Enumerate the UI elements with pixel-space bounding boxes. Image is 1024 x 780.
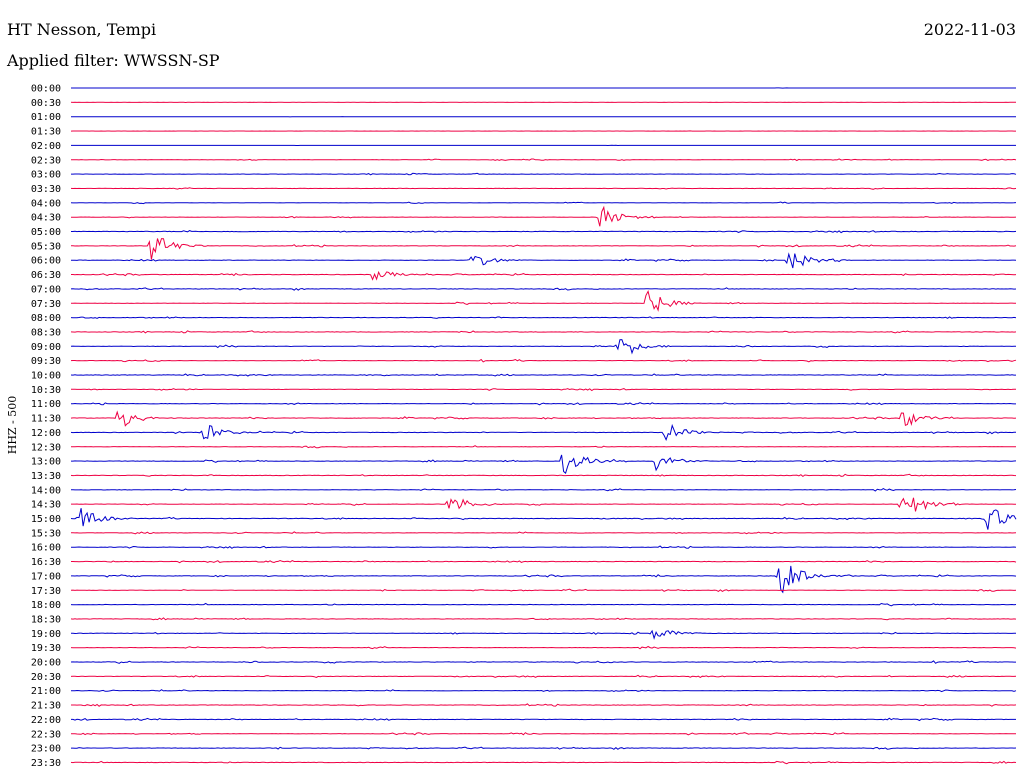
row-time-label: 10:30 [31,385,61,396]
row-time-label: 01:00 [31,112,61,123]
trace-rows: 00:00 00:30 01:00 01:30 02:00 02:30 03:00 03:30… [31,84,1017,769]
row-time-label: 03:30 [31,184,61,195]
trace-line [70,760,1017,765]
trace-line [70,508,1017,530]
row-time-label: 10:00 [31,371,61,382]
trace-line [70,588,1017,592]
row-time-label: 09:30 [31,356,61,367]
row-time-label: 00:00 [31,84,61,95]
row-time-label: 19:00 [31,629,61,640]
trace-line [70,158,1017,162]
row-time-label: 03:00 [31,170,61,181]
trace-line [70,252,1017,269]
row-time-label: 13:00 [31,457,61,468]
trace-line [71,703,1017,707]
row-time-label: 07:30 [31,299,61,310]
row-time-label: 09:00 [31,342,61,353]
trace-line [70,423,1017,442]
trace-line [70,187,1017,190]
row-time-label: 21:00 [31,686,61,697]
row-time-label: 20:00 [31,658,61,669]
row-time-label: 22:30 [31,729,61,740]
trace-line [71,531,1017,535]
row-time-label: 18:00 [31,600,61,611]
row-time-label: 13:30 [31,471,61,482]
row-time-label: 23:00 [31,744,61,755]
row-time-label: 15:30 [31,528,61,539]
row-time-label: 05:30 [31,241,61,252]
trace-line [71,270,1017,281]
row-time-label: 18:30 [31,614,61,625]
row-time-label: 23:30 [31,758,61,769]
row-time-label: 20:30 [31,672,61,683]
trace-line [71,689,1017,693]
trace-line [70,545,1017,549]
trace-line [70,330,1017,334]
row-time-label: 19:30 [31,643,61,654]
row-time-label: 11:30 [31,414,61,425]
row-time-label: 17:00 [31,571,61,582]
trace-line [70,488,1017,492]
trace-line [70,238,1017,260]
row-time-label: 16:30 [31,557,61,568]
trace-line [71,205,1017,227]
trace-line [70,339,1017,355]
trace-line [70,660,1016,664]
row-time-label: 02:00 [31,141,61,152]
trace-line [71,230,1017,234]
row-time-label: 06:30 [31,270,61,281]
trace-line [70,645,1017,650]
trace-line [70,201,1017,205]
trace-line [70,473,1017,478]
trace-line [71,717,1016,722]
trace-line [70,287,1017,291]
trace-line [71,454,1017,474]
row-time-label: 12:30 [31,442,61,453]
trace-line [71,497,1017,512]
row-time-label: 00:30 [31,98,61,109]
filter-label: Applied filter: WWSSN-SP [7,51,220,70]
station-title: HT Nesson, Tempi [7,20,157,39]
trace-line [70,316,1017,319]
trace-line [70,358,1017,363]
row-time-label: 08:30 [31,327,61,338]
trace-line [71,290,1016,312]
row-time-label: 17:30 [31,586,61,597]
trace-line [70,732,1017,736]
row-time-label: 14:00 [31,485,61,496]
trace-line [70,373,1016,377]
row-time-label: 05:00 [31,227,61,238]
trace-line [71,402,1016,406]
row-time-label: 16:00 [31,543,61,554]
trace-line [71,746,1017,750]
row-time-label: 12:00 [31,428,61,439]
row-time-label: 11:00 [31,399,61,410]
row-time-label: 02:30 [31,155,61,166]
trace-line [70,674,1017,679]
trace-line [70,617,1017,621]
trace-line [71,172,1017,176]
row-time-label: 07:00 [31,284,61,295]
row-time-label: 21:30 [31,701,61,712]
trace-line [71,629,1017,640]
row-time-label: 04:30 [31,213,61,224]
trace-line [70,388,1016,392]
row-time-label: 04:00 [31,198,61,209]
row-time-label: 14:30 [31,500,61,511]
row-time-label: 22:00 [31,715,61,726]
trace-line [70,602,1017,607]
date-label: 2022-11-03 [923,20,1016,39]
row-time-label: 01:30 [31,127,61,138]
row-time-label: 06:00 [31,256,61,267]
y-axis-label: HHZ - 500 [6,396,19,455]
trace-line [71,565,1017,594]
row-time-label: 08:00 [31,313,61,324]
trace-line [70,410,1017,427]
row-time-label: 15:00 [31,514,61,525]
trace-line [70,445,1016,449]
trace-line [71,559,1017,564]
